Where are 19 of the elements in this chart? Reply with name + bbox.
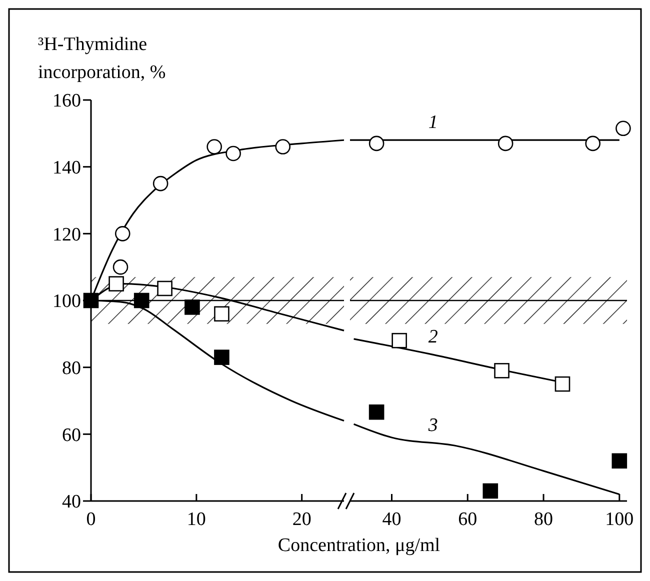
series-label: 2	[428, 326, 438, 348]
series-label: 3	[427, 414, 438, 436]
y-tick-label: 120	[52, 224, 81, 246]
x-tick-label: 100	[605, 509, 634, 530]
y-tick-label: 80	[62, 358, 81, 379]
x-tick-label: 0	[86, 509, 96, 530]
series-label: 1	[428, 112, 438, 134]
y-tick-label: 140	[52, 157, 81, 178]
x-tick-label: 60	[458, 509, 478, 530]
x-tick-label: 40	[382, 509, 402, 530]
y-tick-label: 40	[62, 492, 81, 513]
x-tick-label: 10	[186, 509, 206, 530]
x-tick-label: 20	[292, 509, 312, 530]
x-tick-label: 80	[534, 509, 554, 530]
x-axis-title: Concentration, μg/ml	[278, 535, 440, 556]
y-tick-label: 160	[52, 90, 81, 112]
y-tick-label: 60	[62, 424, 81, 446]
y-tick-label: 100	[52, 291, 81, 312]
y-axis-title: ³H-Thymidine incorporation, %	[38, 34, 166, 83]
